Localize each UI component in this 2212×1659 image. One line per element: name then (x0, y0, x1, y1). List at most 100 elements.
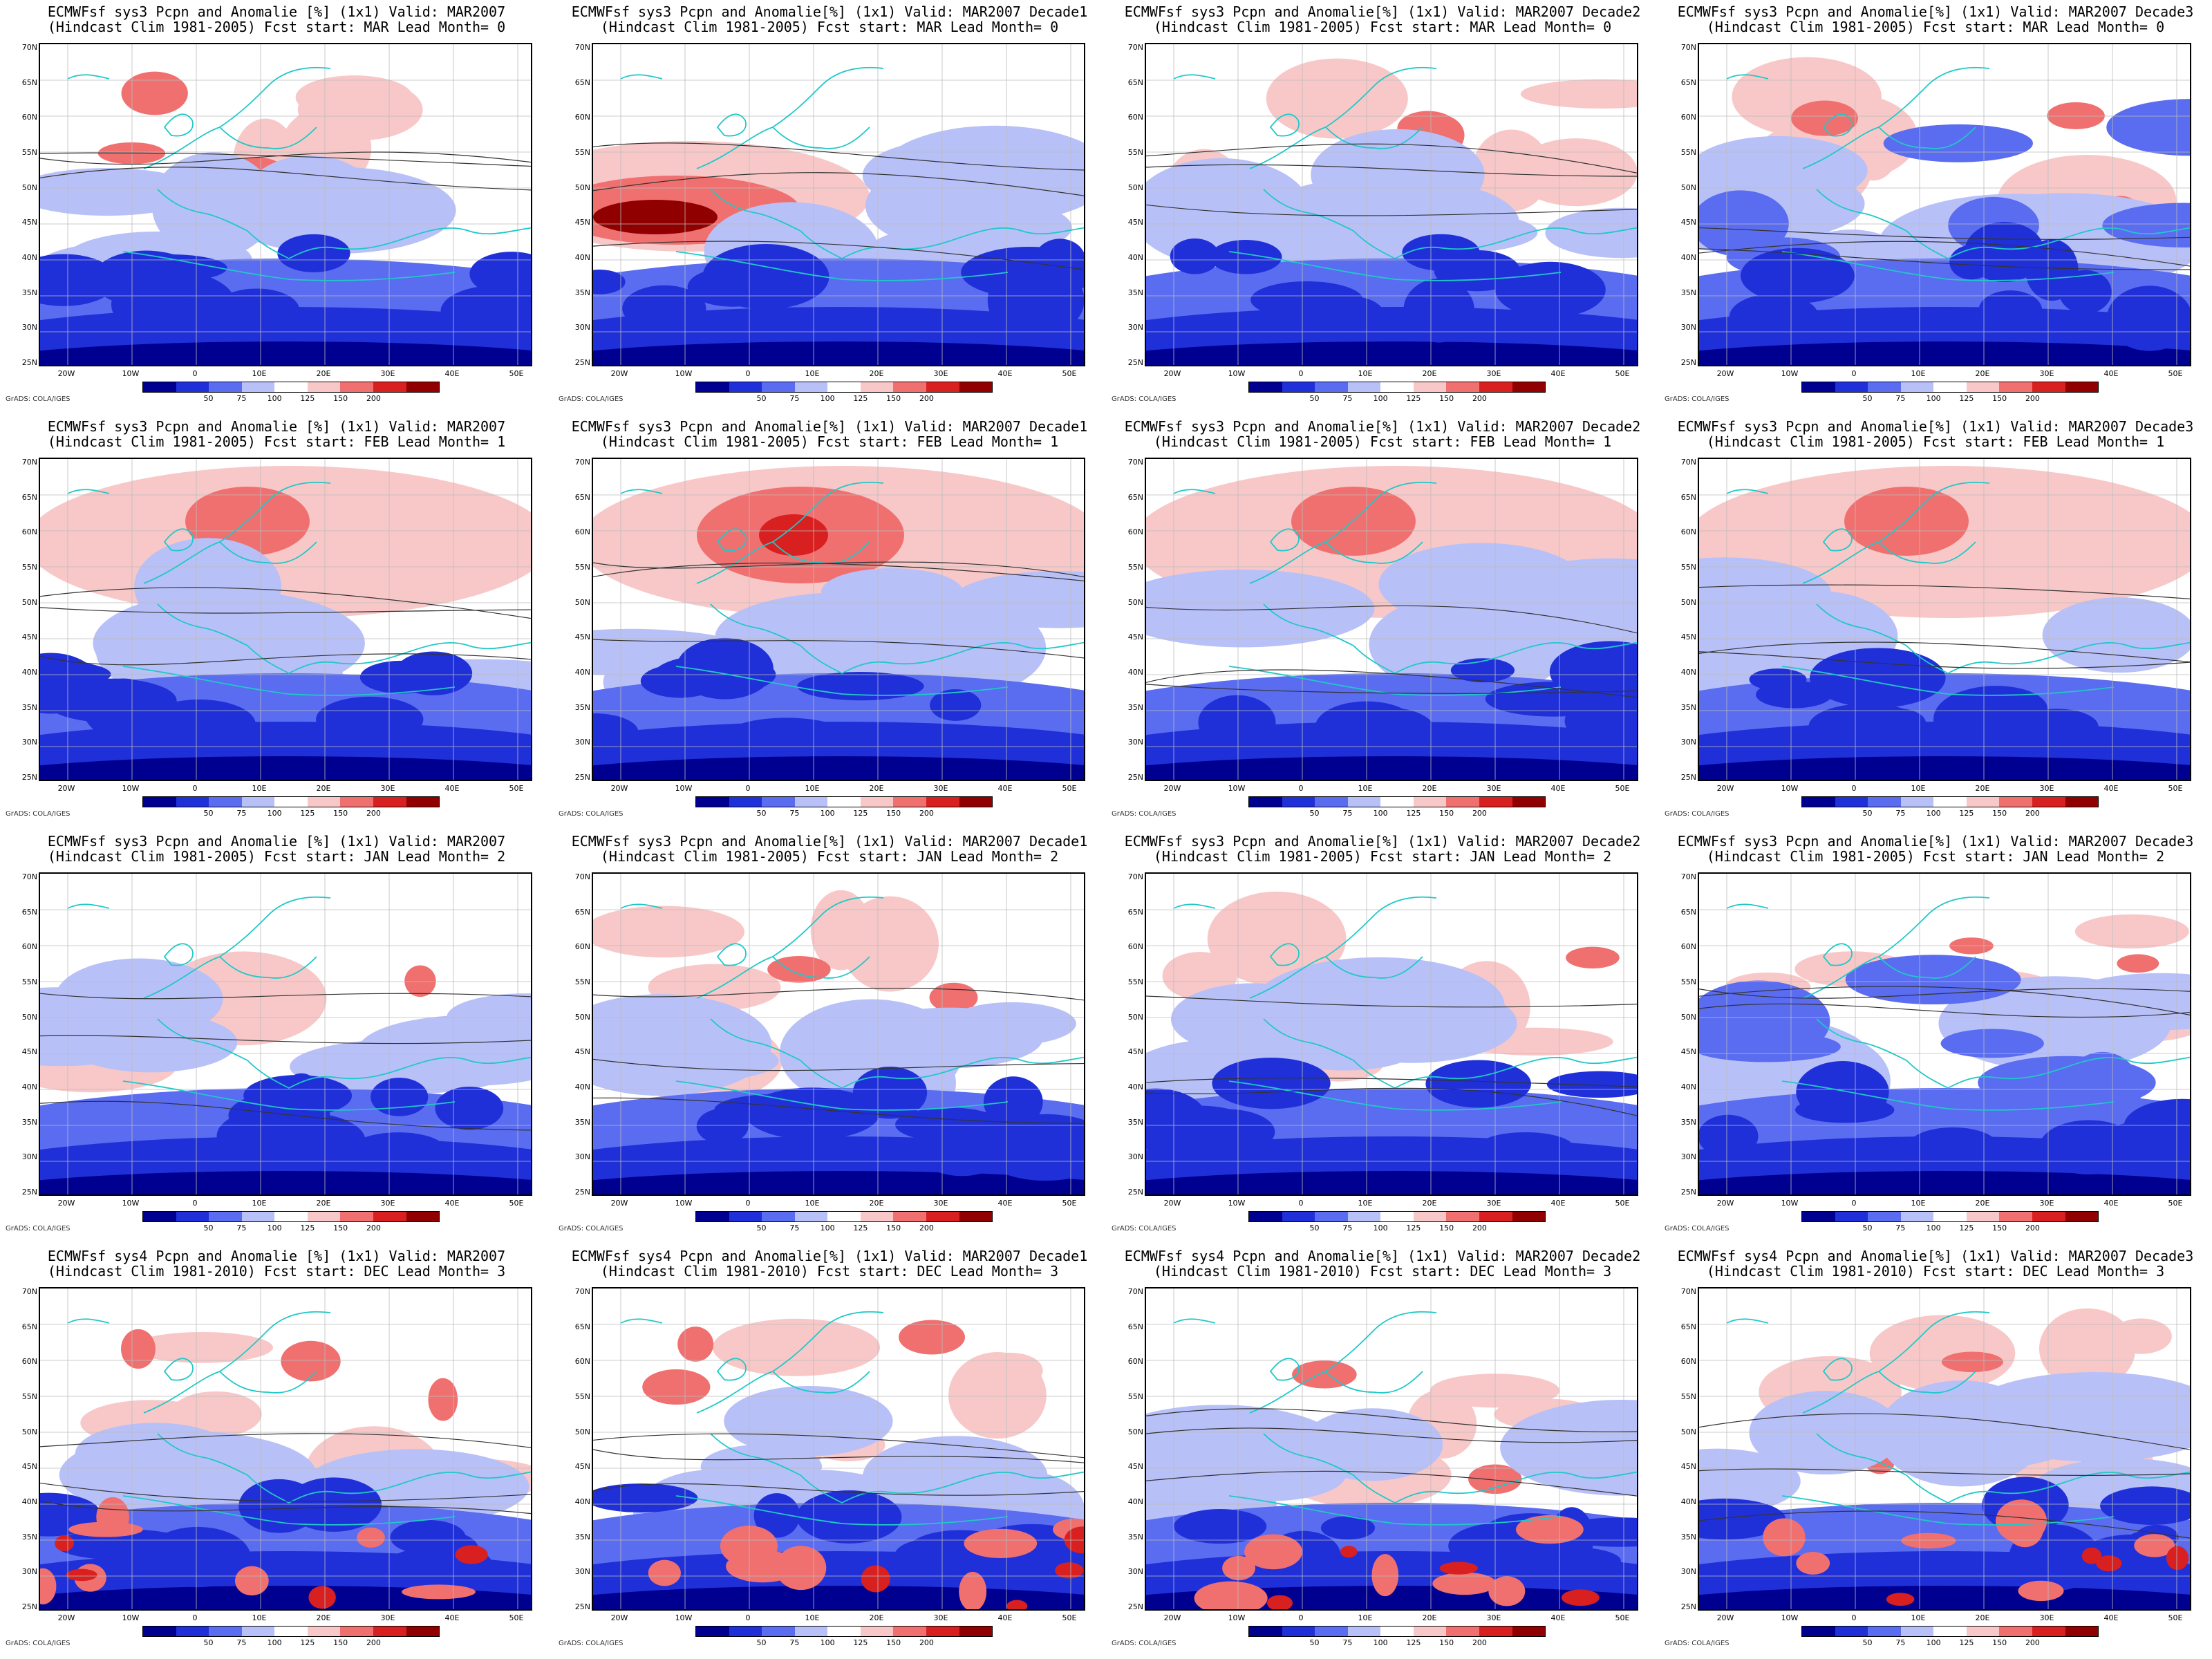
coastline (1512, 641, 1637, 653)
latitude-label: 70N (21, 1287, 37, 1296)
colorbar-swatch (696, 382, 729, 392)
colorbar-swatch (1835, 1627, 1868, 1636)
panel-subtitle: (Hindcast Clim 1981-2010) Fcst start: DE… (47, 1263, 506, 1280)
anomaly-map (39, 872, 532, 1196)
colorbar-swatch (959, 1627, 993, 1636)
longitude-label: 40E (1550, 1199, 1566, 1208)
anomaly-dry-area (40, 341, 531, 365)
colorbar-label: 75 (1342, 809, 1353, 818)
colorbar-swatch (340, 382, 373, 392)
colorbar-label: 200 (1472, 1638, 1487, 1647)
panel-title: ECMWFsf sys3 Pcpn and Anomalie[%] (1x1) … (1124, 3, 1641, 20)
colorbar-swatch (893, 797, 926, 807)
anomaly-dry-area (435, 1087, 504, 1130)
coastline (959, 641, 1084, 653)
anomaly-wet-area (1207, 891, 1347, 986)
anomaly-dry-area (1699, 1586, 2190, 1609)
colorbar-label: 75 (1342, 1638, 1353, 1647)
coastline (1228, 251, 1562, 281)
colorbar-swatch (1249, 1212, 1282, 1221)
coastline (772, 541, 870, 564)
colorbar-swatch (926, 1627, 959, 1636)
anomaly-wet-area (775, 1546, 827, 1591)
longitude-label: 40E (997, 1199, 1013, 1208)
colorbar-swatch (1900, 1627, 1934, 1636)
coastline (716, 113, 747, 137)
colorbar-label: 50 (1309, 394, 1320, 403)
latitude-label: 65N (1127, 1322, 1143, 1331)
colorbar-label: 200 (2025, 1224, 2040, 1232)
latitude-label: 60N (1127, 527, 1143, 537)
longitude-label: 10E (1358, 1613, 1373, 1622)
longitude-label: 20E (316, 1199, 331, 1208)
colorbar-label: 100 (1373, 1224, 1388, 1232)
colorbar-swatch (1446, 1212, 1479, 1221)
forecast-panel: ECMWFsf sys3 Pcpn and Anomalie[%] (1x1) … (1659, 0, 2212, 415)
longitude-label: 0 (192, 369, 198, 378)
grads-credit: GrADS: COLA/IGES (1665, 395, 1730, 403)
latitude-label: 25N (1680, 773, 1696, 782)
colorbar-swatch (860, 382, 894, 392)
colorbar (142, 382, 440, 393)
contour-line (40, 653, 531, 666)
colorbar-label: 75 (789, 394, 800, 403)
latitude-label: 60N (574, 113, 590, 122)
colorbar-swatch (794, 1627, 828, 1636)
colorbar-swatch (1282, 797, 1315, 807)
latitude-label: 40N (574, 668, 590, 677)
colorbar-label: 50 (756, 809, 767, 818)
coastline (2065, 641, 2190, 653)
colorbar-swatch (143, 1212, 176, 1221)
longitude-label: 0 (1298, 784, 1304, 793)
grads-credit: GrADS: COLA/IGES (6, 1640, 71, 1647)
contour-line (1146, 669, 1637, 698)
latitude-label: 50N (574, 1427, 590, 1436)
anomaly-map (39, 43, 532, 366)
colorbar-swatch (827, 1627, 861, 1636)
colorbar-label: 50 (1862, 1224, 1873, 1232)
longitude-label: 40E (2103, 1613, 2119, 1622)
anomaly-wet-area (1566, 946, 1620, 969)
coastline (716, 528, 747, 552)
coastline (710, 603, 801, 646)
longitude-label: 30E (380, 1199, 395, 1208)
latitude-label: 65N (574, 1322, 590, 1331)
colorbar-label: 125 (1959, 809, 1974, 818)
anomaly-map (39, 458, 532, 781)
latitude-label: 30N (1680, 323, 1696, 332)
longitude-label: 0 (192, 1613, 198, 1622)
anomaly-dry-area (1369, 592, 1571, 697)
contour-line (593, 1433, 1084, 1459)
latitude-label: 55N (574, 148, 590, 157)
coastline (1325, 541, 1423, 564)
anomaly-dry-area (1871, 709, 1927, 739)
longitude-label: 20W (610, 369, 628, 378)
colorbar-swatch (1249, 1627, 1282, 1636)
coastline (1249, 1311, 1437, 1414)
anomaly-map-svg (40, 1288, 531, 1609)
longitude-label: 20W (1163, 1613, 1181, 1622)
colorbar-label: 100 (1926, 1638, 1941, 1647)
colorbar-swatch (1802, 1627, 1835, 1636)
longitude-label: 10W (1228, 1199, 1246, 1208)
anomaly-map (1698, 43, 2191, 366)
longitude-label: 40E (997, 784, 1013, 793)
anomaly-wet-area (55, 1535, 75, 1552)
colorbar-swatch (406, 382, 440, 392)
panel-subtitle: (Hindcast Clim 1981-2005) Fcst start: JA… (47, 848, 506, 865)
anomaly-dry-area (930, 689, 982, 721)
anomaly-map (1145, 458, 1638, 781)
panel-title: ECMWFsf sys4 Pcpn and Anomalie [%] (1x1)… (47, 1248, 506, 1264)
anomaly-wet-area (235, 1566, 269, 1596)
latitude-label: 60N (1680, 527, 1696, 537)
longitude-label: 10W (675, 369, 693, 378)
coastline (696, 1311, 884, 1414)
coastline (1325, 126, 1423, 149)
contour-line (1699, 1468, 2190, 1476)
colorbar-label: 150 (1992, 1224, 2007, 1232)
contour-line (593, 561, 1084, 578)
latitude-label: 45N (1680, 218, 1696, 227)
coastline (696, 896, 884, 999)
colorbar-label: 100 (267, 1638, 282, 1647)
colorbar-swatch (1282, 382, 1315, 392)
